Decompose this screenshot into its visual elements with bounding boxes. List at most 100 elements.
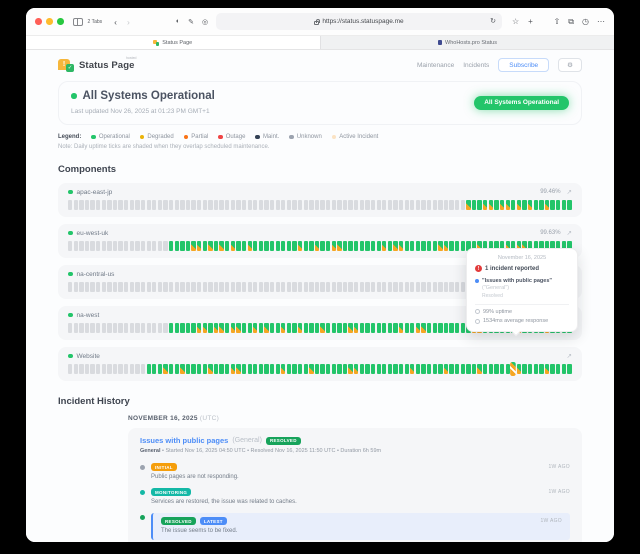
uptime-tick[interactable] (516, 364, 522, 374)
uptime-tick[interactable] (135, 282, 140, 292)
uptime-tick[interactable] (460, 241, 465, 251)
uptime-tick[interactable] (393, 323, 398, 333)
uptime-tick[interactable] (443, 323, 449, 333)
uptime-tick[interactable] (567, 364, 572, 374)
uptime-tick[interactable] (247, 241, 252, 251)
uptime-tick[interactable] (410, 241, 415, 251)
uptime-tick[interactable] (202, 200, 207, 210)
uptime-tick[interactable] (168, 282, 174, 292)
uptime-tick[interactable] (337, 323, 342, 333)
uptime-tick[interactable] (337, 200, 342, 210)
uptime-tick[interactable] (79, 200, 84, 210)
uptime-tick[interactable] (466, 200, 471, 210)
uptime-tick[interactable] (303, 200, 308, 210)
uptime-tick[interactable] (438, 282, 443, 292)
uptime-tick[interactable] (146, 200, 151, 210)
uptime-tick[interactable] (241, 200, 247, 210)
uptime-tick[interactable] (292, 282, 297, 292)
uptime-tick[interactable] (140, 200, 146, 210)
uptime-tick[interactable] (84, 241, 90, 251)
uptime-tick[interactable] (241, 282, 247, 292)
uptime-tick[interactable] (96, 241, 101, 251)
uptime-tick[interactable] (387, 241, 393, 251)
uptime-tick[interactable] (112, 323, 118, 333)
uptime-tick[interactable] (483, 241, 488, 251)
uptime-tick[interactable] (309, 282, 314, 292)
uptime-tick[interactable] (404, 323, 409, 333)
uptime-tick[interactable] (432, 241, 437, 251)
uptime-tick[interactable] (309, 364, 314, 374)
uptime-tick[interactable] (146, 364, 151, 374)
address-bar[interactable]: https://status.statuspage.me ↻ (216, 13, 502, 30)
uptime-tick[interactable] (326, 282, 331, 292)
uptime-tick[interactable] (337, 282, 342, 292)
uptime-tick[interactable] (539, 364, 544, 374)
uptime-tick[interactable] (247, 323, 252, 333)
uptime-tick[interactable] (376, 364, 381, 374)
uptime-tick[interactable] (427, 200, 432, 210)
uptime-tick[interactable] (455, 241, 460, 251)
uptime-tick[interactable] (567, 241, 572, 251)
uptime-tick[interactable] (544, 200, 550, 210)
uptime-tick[interactable] (292, 200, 297, 210)
uptime-tick[interactable] (230, 282, 235, 292)
uptime-tick[interactable] (253, 241, 258, 251)
uptime-tick[interactable] (550, 200, 555, 210)
uptime-tick[interactable] (376, 200, 381, 210)
uptime-tick[interactable] (152, 364, 157, 374)
uptime-tick[interactable] (516, 241, 522, 251)
uptime-tick[interactable] (129, 364, 135, 374)
uptime-tick[interactable] (449, 323, 454, 333)
uptime-tick[interactable] (348, 323, 353, 333)
expand-icon[interactable]: ↗ (566, 189, 572, 196)
uptime-tick[interactable] (443, 200, 449, 210)
uptime-tick[interactable] (68, 364, 73, 374)
uptime-tick[interactable] (471, 200, 477, 210)
uptime-tick[interactable] (236, 282, 241, 292)
markup-pen-icon[interactable]: ✎ (188, 18, 194, 26)
uptime-tick[interactable] (527, 200, 533, 210)
uptime-tick[interactable] (443, 282, 449, 292)
uptime-tick[interactable] (427, 323, 432, 333)
uptime-tick[interactable] (359, 323, 364, 333)
uptime-tick[interactable] (393, 282, 398, 292)
uptime-tick[interactable] (202, 282, 207, 292)
uptime-tick[interactable] (550, 241, 555, 251)
uptime-tick[interactable] (331, 241, 336, 251)
uptime-tick[interactable] (118, 364, 123, 374)
uptime-tick[interactable] (135, 241, 140, 251)
uptime-tick[interactable] (354, 282, 359, 292)
uptime-tick[interactable] (157, 200, 163, 210)
uptime-tick[interactable] (314, 282, 320, 292)
uptime-tick[interactable] (471, 364, 477, 374)
uptime-tick[interactable] (494, 200, 499, 210)
new-tab-icon[interactable]: + (528, 17, 533, 26)
uptime-tick[interactable] (544, 364, 550, 374)
uptime-tick[interactable] (236, 241, 241, 251)
uptime-tick[interactable] (152, 282, 157, 292)
uptime-tick[interactable] (527, 364, 533, 374)
uptime-tick[interactable] (337, 241, 342, 251)
uptime-tick[interactable] (236, 200, 241, 210)
uptime-tick[interactable] (421, 200, 426, 210)
uptime-tick[interactable] (427, 282, 432, 292)
uptime-tick[interactable] (225, 364, 230, 374)
uptime-tick[interactable] (382, 323, 387, 333)
uptime-tick[interactable] (163, 323, 168, 333)
uptime-tick[interactable] (101, 200, 106, 210)
uptime-tick[interactable] (449, 364, 454, 374)
uptime-tick[interactable] (68, 323, 73, 333)
uptime-tick[interactable] (202, 241, 207, 251)
uptime-tick[interactable] (387, 323, 393, 333)
uptime-tick[interactable] (359, 241, 364, 251)
subscribe-button[interactable]: Subscribe (498, 58, 550, 72)
uptime-tick[interactable] (225, 200, 230, 210)
uptime-tick[interactable] (297, 200, 303, 210)
uptime-tick[interactable] (505, 241, 510, 251)
uptime-tick[interactable] (129, 241, 135, 251)
expand-icon[interactable]: ↗ (566, 353, 572, 360)
uptime-tick[interactable] (236, 323, 241, 333)
uptime-tick[interactable] (208, 200, 213, 210)
uptime-tick[interactable] (79, 364, 84, 374)
uptime-tick[interactable] (208, 323, 213, 333)
